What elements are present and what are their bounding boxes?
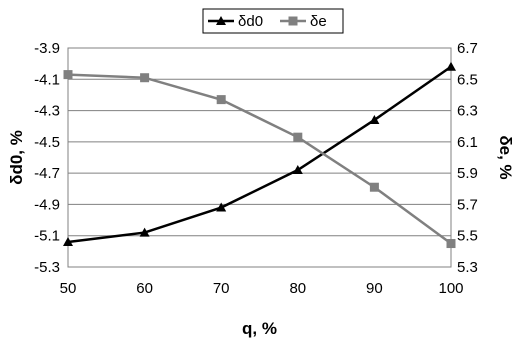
- y-left-tick-label: -4.5: [34, 134, 60, 151]
- legend-items: δd0 δe: [208, 13, 327, 30]
- data-point-square: [293, 132, 303, 142]
- grid-lines: [68, 78, 451, 237]
- y-left-tick-label: -4.1: [34, 71, 60, 88]
- y-left-tick-label: -3.9: [34, 40, 60, 57]
- y-left-tick-label: -5.1: [34, 228, 60, 245]
- x-tick-label: 50: [60, 280, 77, 297]
- legend-item: δd0: [208, 13, 263, 30]
- data-point-triangle: [216, 202, 227, 212]
- y-axis-left-title: δd0, %: [7, 130, 26, 185]
- legend: δd0 δe: [202, 8, 344, 34]
- series-de: [63, 70, 456, 249]
- y-right-tick-label: 5.7: [457, 196, 478, 213]
- data-point-triangle: [446, 61, 456, 71]
- y-right-tick-label: 6.7: [457, 40, 478, 57]
- x-axis-title: q, %: [242, 319, 277, 338]
- y-left-tick-label: -4.9: [34, 196, 60, 213]
- data-point-triangle: [369, 114, 380, 124]
- data-point-square: [140, 73, 150, 83]
- y-right-tick-label: 6.3: [457, 103, 478, 120]
- data-point-triangle: [292, 165, 303, 175]
- x-tick-label: 90: [366, 280, 383, 297]
- y-left-tick-label: -4.3: [34, 103, 60, 120]
- x-tick-label: 70: [213, 280, 230, 297]
- y-left-tick-label: -5.3: [34, 259, 60, 276]
- series-dd0: [63, 61, 456, 246]
- x-tick-label: 60: [136, 280, 153, 297]
- series-line: [67, 65, 452, 244]
- tick-labels: -3.9 -4.1 -4.3 -4.5 -4.7 -4.9 -5.1 -5.3 6.7 6.5 6.…: [34, 40, 478, 297]
- legend-label: δe: [310, 13, 327, 30]
- data-point-triangle: [139, 227, 150, 237]
- y-right-tick-label: 5.9: [457, 165, 478, 182]
- x-tick-label: 80: [289, 280, 306, 297]
- series-line: [67, 73, 452, 245]
- data-point-square: [216, 95, 226, 105]
- data-point-square: [446, 239, 456, 249]
- legend-marker-triangle: [216, 16, 226, 25]
- y-right-tick-label: 5.3: [457, 259, 478, 276]
- y-right-tick-label: 5.5: [457, 228, 478, 245]
- y-right-tick-label: 6.1: [457, 134, 478, 151]
- y-axis-right-title: δe, %: [496, 135, 515, 179]
- y-left-tick-label: -4.7: [34, 165, 60, 182]
- y-right-tick-label: 6.5: [457, 71, 478, 88]
- x-tick-label: 100: [438, 280, 463, 297]
- legend-marker-square: [288, 16, 298, 26]
- legend-label: δd0: [238, 13, 263, 30]
- data-point-triangle: [63, 236, 73, 246]
- data-point-square: [63, 70, 73, 80]
- series-layer: [63, 61, 456, 249]
- plot-area-frame: [67, 47, 452, 268]
- legend-item: δe: [280, 13, 327, 30]
- data-point-square: [369, 182, 379, 192]
